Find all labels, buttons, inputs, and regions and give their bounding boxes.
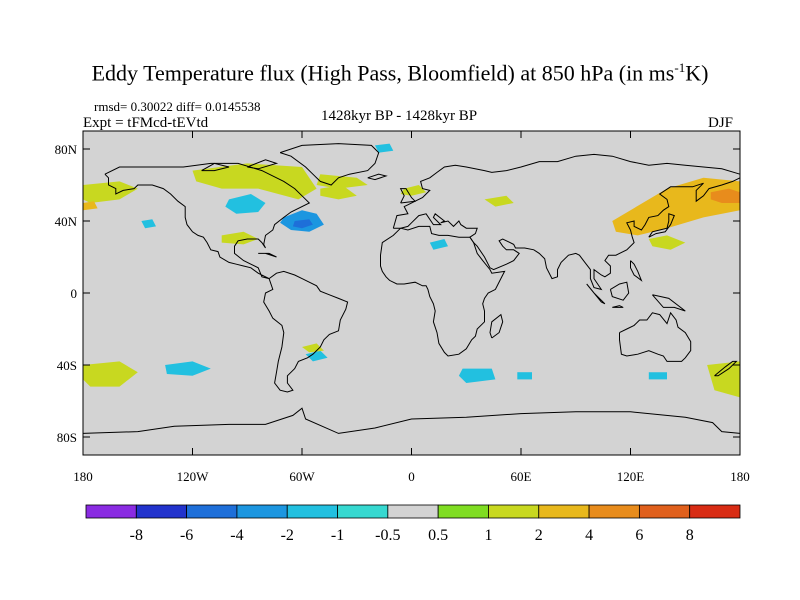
coastline-segment [612,305,624,308]
coastline-segment [247,159,279,170]
colorbar-swatch [689,504,741,519]
coastline-segment [648,213,675,238]
colorbar-swatch [286,504,338,519]
region-aus-low [648,372,667,380]
coastline-segment [367,173,388,181]
colorbar-label: 0.5 [428,527,448,544]
colorbar-label: 6 [635,527,643,544]
coastline-segment [82,407,741,434]
colorbar-label: 2 [535,527,543,544]
colorbar-label: -4 [230,527,243,544]
colorbar-label: -8 [130,527,143,544]
colorbar: -8 -6 -4 -2 -1 -0.5 0.5 1 2 4 6 8 [85,504,741,544]
region-hudson-low [225,194,266,214]
region-siberia-high [484,195,514,207]
coastline-segment [279,143,380,186]
coastline-segment [630,260,643,282]
region-nw-atlantic-high [320,185,357,200]
x-tick-label: 180 [73,469,93,484]
coastline-segment [586,283,606,305]
coastline-segment [393,177,741,291]
y-axis: 80N 40N 0 40S 80S [55,142,740,445]
colorbar-label: 1 [484,527,492,544]
region-africa-low [429,239,448,250]
stats-label: rmsd= 0.30022 diff= 0.0145538 [94,99,261,114]
coastlines [82,143,741,434]
region-s-america-low [305,350,328,362]
contour-regions [83,143,740,398]
colorbar-swatch [85,504,137,519]
coastline-segment [392,153,741,229]
experiment-label: Expt = tFMcd-tEVtd [83,115,209,131]
region-greenland-high [316,174,368,189]
coastline-segment [652,294,686,312]
colorbar-label: 4 [585,527,593,544]
y-tick-label: 0 [71,286,78,301]
x-tick-label: 120E [617,469,645,484]
colorbar-swatch [638,504,691,519]
colorbar-swatch [387,504,439,519]
coastline-segment [380,225,506,357]
coastline-segment [714,360,738,377]
coastline-segment [201,162,230,172]
region-south-pacific-low-a [165,361,211,376]
coastline-segment [609,281,630,301]
region-sw-pacific-high [707,361,740,398]
colorbar-swatch [236,504,288,519]
coastline-segment [619,311,692,362]
region-s-america-high [302,343,324,353]
period-label: 1428kyr BP - 1428kyr BP [321,108,478,124]
region-pacific-nw-high [648,235,686,250]
region-indian-ocean-low [517,372,532,380]
x-axis: 180 120W 60W 0 60E 120E 180 [73,131,750,484]
colorbar-swatch [186,504,238,519]
colorbar-swatch [488,504,540,519]
x-tick-label: 60E [511,469,532,484]
region-canada-high [192,163,317,200]
region-arctic-canada-low [375,143,394,153]
coastline-segment [489,313,504,339]
map-background [83,131,740,455]
region-us-south-high [221,231,259,245]
colorbar-swatch [588,504,640,519]
y-tick-label: 40S [57,358,77,373]
coastline-segment [263,270,349,393]
region-n-america-east-core [292,219,313,229]
region-pacific-low [141,219,156,229]
season-label: DJF [708,115,734,131]
plot-title: Eddy Temperature flux (High Pass, Bloomf… [91,60,709,86]
x-tick-label: 180 [730,469,750,484]
region-europe-high [400,185,427,196]
colorbar-label: -0.5 [375,527,400,544]
y-tick-label: 40N [55,214,78,229]
region-alaska-high [83,181,138,203]
colorbar-swatch [135,504,188,519]
colorbar-swatch [337,504,389,519]
region-east-asia-high [612,177,740,236]
x-tick-label: 0 [408,469,415,484]
colorbar-label: 8 [686,527,694,544]
coastline-segment [399,188,417,204]
colorbar-swatch [538,504,590,519]
coastline-segment [104,162,311,280]
x-tick-label: 120W [177,469,210,484]
y-tick-label: 80S [57,430,77,445]
region-alaska-core [83,201,98,211]
region-south-pacific-high [83,361,138,387]
region-south-atlantic-low [458,368,496,383]
coastline-segment [258,252,277,258]
colorbar-label: -1 [331,527,344,544]
region-east-asia-core [710,188,740,203]
colorbar-label: -6 [180,527,193,544]
colorbar-label: -2 [281,527,294,544]
x-tick-label: 60W [289,469,315,484]
y-tick-label: 80N [55,142,78,157]
colorbar-swatch [437,504,489,519]
